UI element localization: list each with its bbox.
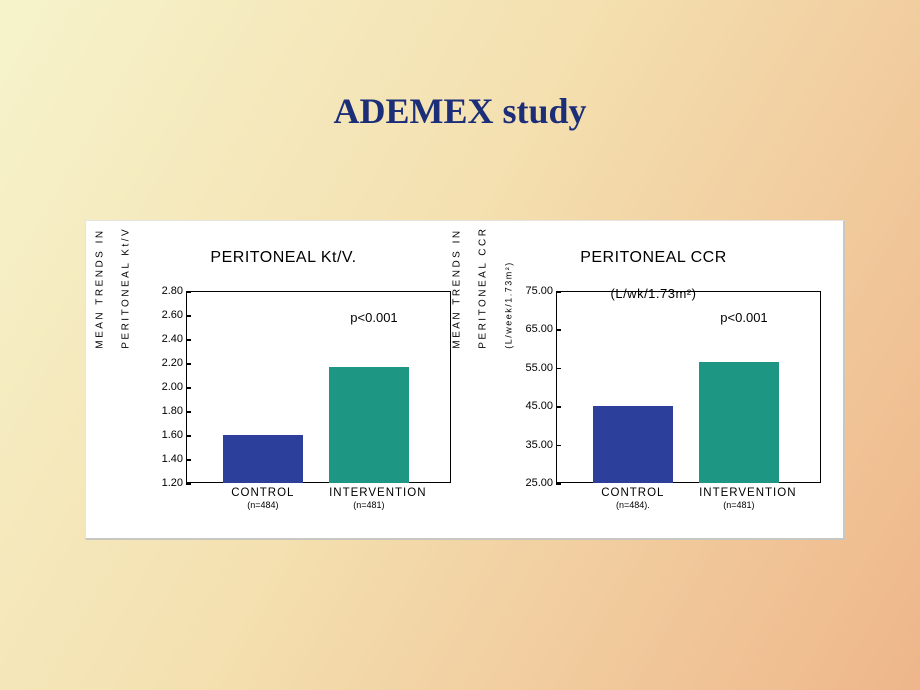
bar-intervention [329,367,409,483]
chart-ccr-ylabel-1: MEAN TRENDS IN [452,228,463,348]
ytick: 2.60 [162,309,186,321]
ytick: 25.00 [525,477,556,489]
chart-ccr-plot: p<0.001 25.0035.0045.0055.0065.0075.00 [556,291,821,483]
chart-ccr: PERITONEAL CCR (L/wk/1.73m²) MEAN TRENDS… [481,231,826,531]
ytick: 2.20 [162,357,186,369]
chart-ktv-xlabels: CONTROL(n=484) INTERVENTION(n=481) [186,487,451,531]
ytick: 1.40 [162,453,186,465]
chart-ktv-title-text: PERITONEAL Kt/V. [210,249,356,266]
ytick: 1.60 [162,429,186,441]
chart-ktv: PERITONEAL Kt/V. MEAN TRENDS IN PERITONE… [111,231,456,531]
ytick: 2.40 [162,333,186,345]
slide-title: ADEMEX study [0,90,920,132]
xlabel-intervention: INTERVENTION(n=481) [699,487,779,510]
ytick: 2.00 [162,381,186,393]
xlabel-control: CONTROL(n=484). [593,487,673,510]
bar-intervention [699,362,779,483]
chart-ccr-pvalue: p<0.001 [720,310,767,325]
chart-ccr-title-text: PERITONEAL CCR [580,249,727,266]
ytick: 75.00 [525,285,556,297]
ytick: 35.00 [525,439,556,451]
ytick: 1.20 [162,477,186,489]
ytick: 65.00 [525,323,556,335]
chart-ktv-plot: p<0.001 1.201.401.601.802.002.202.402.60… [186,291,451,483]
bar-control [593,406,673,483]
ytick: 1.80 [162,405,186,417]
chart-ktv-ylabel-2: PERITONEAL Kt/V [121,227,132,349]
chart-panel: PERITONEAL Kt/V. MEAN TRENDS IN PERITONE… [85,220,845,540]
chart-ktv-ylabel-1: MEAN TRENDS IN [95,228,106,348]
chart-ktv-pvalue: p<0.001 [350,310,397,325]
chart-ccr-xlabels: CONTROL(n=484). INTERVENTION(n=481) [556,487,821,531]
xlabel-intervention: INTERVENTION(n=481) [329,487,409,510]
chart-ccr-ylabel-2: PERITONEAL CCR [478,227,489,349]
ytick: 2.80 [162,285,186,297]
ytick: 55.00 [525,362,556,374]
bar-control [223,435,303,483]
xlabel-control: CONTROL(n=484) [223,487,303,510]
chart-ktv-title: PERITONEAL Kt/V. [111,231,456,267]
chart-ccr-ylabel-3: (L/week/1.73m²) [504,261,514,349]
ytick: 45.00 [525,400,556,412]
